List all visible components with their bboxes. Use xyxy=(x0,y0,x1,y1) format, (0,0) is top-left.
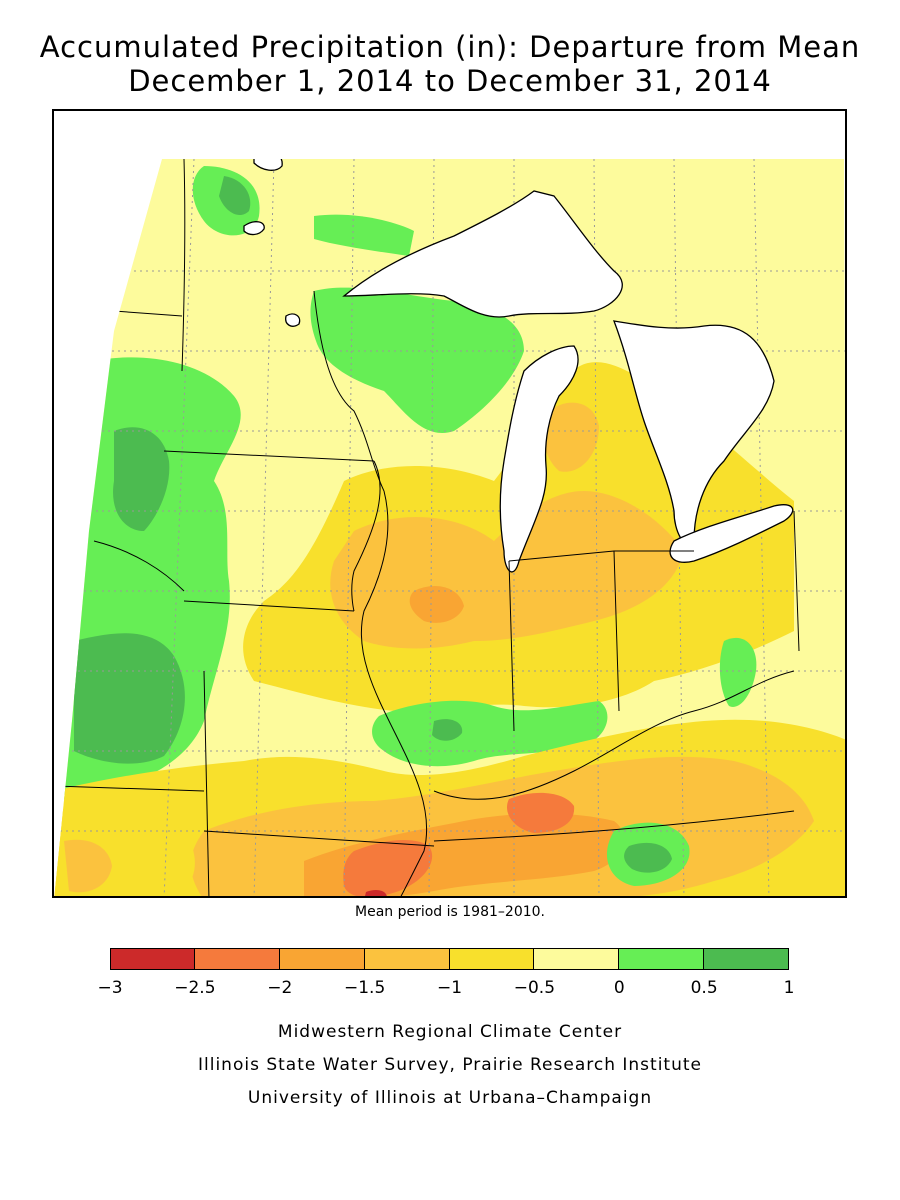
boundary-ne-ks xyxy=(54,785,205,792)
legend-tick-label: −0.5 xyxy=(513,978,556,998)
lake-upper-red xyxy=(243,221,265,236)
boundary-mn-ia xyxy=(163,450,375,462)
region-dark-green-iowa-nebraska xyxy=(74,633,185,764)
legend-tick-label: −3 xyxy=(97,978,123,998)
boundary-mi-in-oh xyxy=(508,550,694,562)
legend-tick-label: −2.5 xyxy=(174,978,216,998)
color-legend-ticks: −3 −2.5 −2 −1.5 −1 −0.5 0 0.5 1 xyxy=(97,978,794,1002)
boundary-ia-il xyxy=(351,460,381,612)
region-dark-orange-missouri xyxy=(343,840,433,896)
region-green-illinois xyxy=(372,700,608,767)
great-lakes xyxy=(243,159,794,573)
credit-uiuc: University of Illinois at Urbana–Champai… xyxy=(247,1088,653,1108)
lake-huron xyxy=(612,320,775,545)
region-dark-green-minnesota xyxy=(113,427,170,531)
mean-period-note: Mean period is 1981–2010. xyxy=(355,904,545,920)
region-light-orange-sw xyxy=(64,839,112,893)
legend-swatch xyxy=(279,948,365,970)
boundary-ky-tn xyxy=(433,810,795,842)
mille-lacs xyxy=(285,313,301,327)
legend-tick-label: −1 xyxy=(436,978,463,998)
legend-tick-label: −1.5 xyxy=(343,978,386,998)
legend-swatch xyxy=(449,948,535,970)
boundary-sd-ne xyxy=(93,540,185,592)
map-title: Accumulated Precipitation (in): Departur… xyxy=(39,30,861,64)
legend-tick-label: 0.5 xyxy=(690,978,718,998)
legend-swatch xyxy=(364,948,450,970)
legend-swatch xyxy=(110,948,195,970)
legend-tick-label: 0 xyxy=(613,978,625,998)
region-green-wisconsin xyxy=(310,287,524,433)
lake-erie xyxy=(669,504,794,563)
lake-michigan xyxy=(499,345,579,573)
precipitation-fill-layer xyxy=(54,159,845,896)
legend-tick-label: 1 xyxy=(783,978,795,998)
boundary-sd-nd xyxy=(113,310,183,317)
boundary-ia-mo xyxy=(183,600,355,612)
legend-tick-label: −2 xyxy=(267,978,293,998)
boundary-mo-ar xyxy=(203,830,435,847)
region-orange-central xyxy=(409,586,464,623)
credit-mrcc: Midwestern Regional Climate Center xyxy=(277,1022,623,1042)
boundary-mn-nd xyxy=(181,159,186,372)
precipitation-map xyxy=(52,109,847,898)
state-boundaries xyxy=(54,159,800,896)
region-dark-green-north-mn xyxy=(219,176,251,216)
boundary-ks-mo xyxy=(203,670,210,896)
boundary-mn-wi xyxy=(313,290,385,492)
boundary-il-in xyxy=(508,560,515,732)
boundary-in-oh xyxy=(613,550,620,712)
region-green-north-mn-strip xyxy=(314,214,414,256)
river-mississippi xyxy=(360,490,428,896)
legend-swatch xyxy=(534,948,620,970)
color-legend-bar xyxy=(110,948,789,970)
region-light-orange-michigan xyxy=(543,402,599,472)
region-dark-green-illinois xyxy=(432,719,463,741)
legend-swatch xyxy=(194,948,280,970)
region-red-arkansas xyxy=(364,889,387,896)
credit-isws: Illinois State Water Survey, Prairie Res… xyxy=(198,1055,702,1075)
region-dark-green-tennessee xyxy=(624,842,672,873)
lake-of-the-woods xyxy=(253,159,283,171)
lake-superior xyxy=(342,190,623,318)
legend-swatch xyxy=(704,948,789,970)
boundary-oh-pa xyxy=(793,510,800,652)
river-ohio xyxy=(433,670,795,800)
map-subtitle-dates: December 1, 2014 to December 31, 2014 xyxy=(128,64,772,98)
region-dark-orange-kentucky xyxy=(506,792,575,833)
legend-swatch xyxy=(619,948,705,970)
